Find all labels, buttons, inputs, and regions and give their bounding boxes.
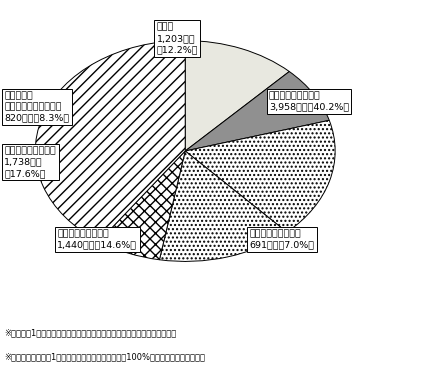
Wedge shape [185, 41, 289, 151]
Wedge shape [35, 41, 185, 241]
Text: ※収入額は1億円未満を四捨五入しているため合計と合わない場合がある。: ※収入額は1億円未満を四捨五入しているため合計と合わない場合がある。 [4, 328, 177, 337]
Text: ※構成比は小数点ㅨ1位未満を四捨五入しているため100%とならない場合がある。: ※構成比は小数点ㅨ1位未満を四捨五入しているため100%とならない場合がある。 [4, 352, 206, 361]
Wedge shape [99, 151, 185, 260]
Text: 固定賄産税
（償却賄産・交付金）
820億円（8.3%）: 固定賄産税 （償却賄産・交付金） 820億円（8.3%） [4, 91, 70, 123]
Text: その他
1,203億円
（12.2%）: その他 1,203億円 （12.2%） [157, 23, 198, 55]
Text: 市町村民税（法人）
691億円（7.0%）: 市町村民税（法人） 691億円（7.0%） [249, 229, 314, 249]
Text: 市町村民税（個人）
3,958億円（40.2%）: 市町村民税（個人） 3,958億円（40.2%） [269, 91, 349, 111]
Wedge shape [185, 120, 335, 232]
Wedge shape [185, 72, 329, 151]
Wedge shape [159, 151, 287, 261]
Text: 固定賄産税（家屋）
1,738億円
（17.6%）: 固定賄産税（家屋） 1,738億円 （17.6%） [4, 146, 56, 178]
Text: 固定賄産税（土地）
1,440億円（14.6%）: 固定賄産税（土地） 1,440億円（14.6%） [57, 229, 137, 249]
